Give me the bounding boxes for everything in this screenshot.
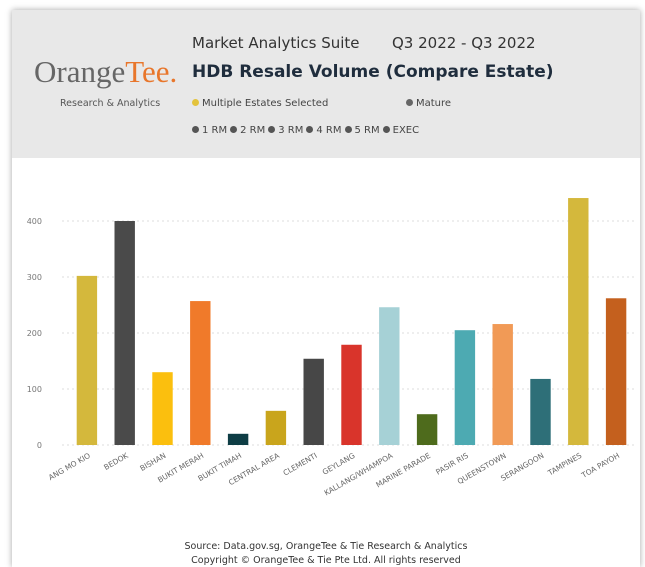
x-tick-label: TAMPINES	[545, 451, 583, 478]
brand-text: Tee.	[125, 54, 178, 89]
suite-name: Market Analytics Suite	[192, 34, 360, 52]
bar	[530, 378, 551, 445]
flat-type-label: 2 RM	[240, 125, 266, 136]
bar	[227, 433, 249, 445]
flat-type-label: 3 RM	[278, 125, 304, 136]
x-tick-label: CLEMENTI	[281, 451, 318, 478]
bar	[605, 298, 627, 445]
x-tick-label: KALLANG/WHAMPOA	[323, 451, 395, 498]
filter[interactable]: Multiple Estates Selected	[192, 98, 328, 109]
y-tick-label: 200	[27, 329, 42, 338]
y-tick-label: 300	[27, 273, 42, 282]
report-card: OrangeTee. Research & Analytics Market A…	[12, 10, 640, 567]
bar	[265, 410, 287, 445]
bar	[341, 344, 362, 445]
y-tick-label: 400	[27, 217, 42, 226]
y-tick-label: 0	[37, 441, 42, 450]
dot	[230, 126, 238, 133]
chart-title: HDB Resale Volume (Compare Estate)	[192, 62, 554, 82]
bar	[568, 198, 589, 445]
bar	[152, 372, 173, 445]
dot	[268, 126, 276, 133]
flat-type[interactable]: EXEC	[382, 125, 420, 136]
y-tick-label: 100	[27, 385, 42, 394]
flat-type[interactable]: 1 RM	[192, 125, 227, 136]
flat-type[interactable]: 5 RM	[344, 125, 380, 136]
dot	[192, 126, 199, 133]
bar	[416, 414, 438, 445]
dot	[406, 99, 413, 106]
x-tick-label: TOA PAYOH	[579, 451, 621, 480]
flat-type[interactable]: 2 RM	[230, 125, 265, 136]
bar	[492, 324, 513, 445]
source: Source: Data.gov.sg, OrangeTee & Tie Res…	[184, 541, 468, 552]
x-tick-label: ANG MO KIO	[47, 451, 92, 482]
bar	[379, 307, 400, 445]
filter-label: Multiple Estates Selected	[202, 98, 329, 109]
dot	[192, 99, 199, 106]
brand-text: Orange	[34, 54, 126, 89]
brand: OrangeTee.	[34, 54, 177, 90]
flat-type[interactable]: 4 RM	[306, 125, 342, 136]
bar	[114, 221, 135, 445]
flat-type-label: 5 RM	[354, 125, 380, 136]
flat-type-legend: 1 RM 2 RM 3 RM 4 RM 5 RM EXEC	[192, 125, 422, 136]
period: Q3 2022 - Q3 2022	[392, 34, 536, 52]
flat-type-label: 1 RM	[202, 125, 228, 136]
flat-type-label: EXEC	[392, 125, 420, 136]
filter-label: Mature	[416, 98, 452, 109]
dot	[306, 126, 314, 133]
bar	[303, 358, 324, 445]
copyright: Copyright © OrangeTee & Tie Pte Ltd. All…	[191, 555, 461, 566]
filter[interactable]: Mature	[406, 98, 451, 109]
header	[12, 10, 640, 158]
x-tick-label: BISHAN	[138, 451, 167, 473]
x-tick-label: SERANGOON	[499, 451, 545, 483]
dot	[382, 126, 390, 133]
bar	[454, 330, 476, 445]
brand-subtitle: Research & Analytics	[60, 98, 161, 109]
flat-type[interactable]: 3 RM	[268, 125, 303, 136]
dot	[344, 126, 352, 133]
x-tick-label: BEDOK	[102, 450, 130, 472]
bar	[76, 275, 98, 445]
bar	[190, 301, 211, 445]
flat-type-label: 4 RM	[316, 125, 342, 136]
